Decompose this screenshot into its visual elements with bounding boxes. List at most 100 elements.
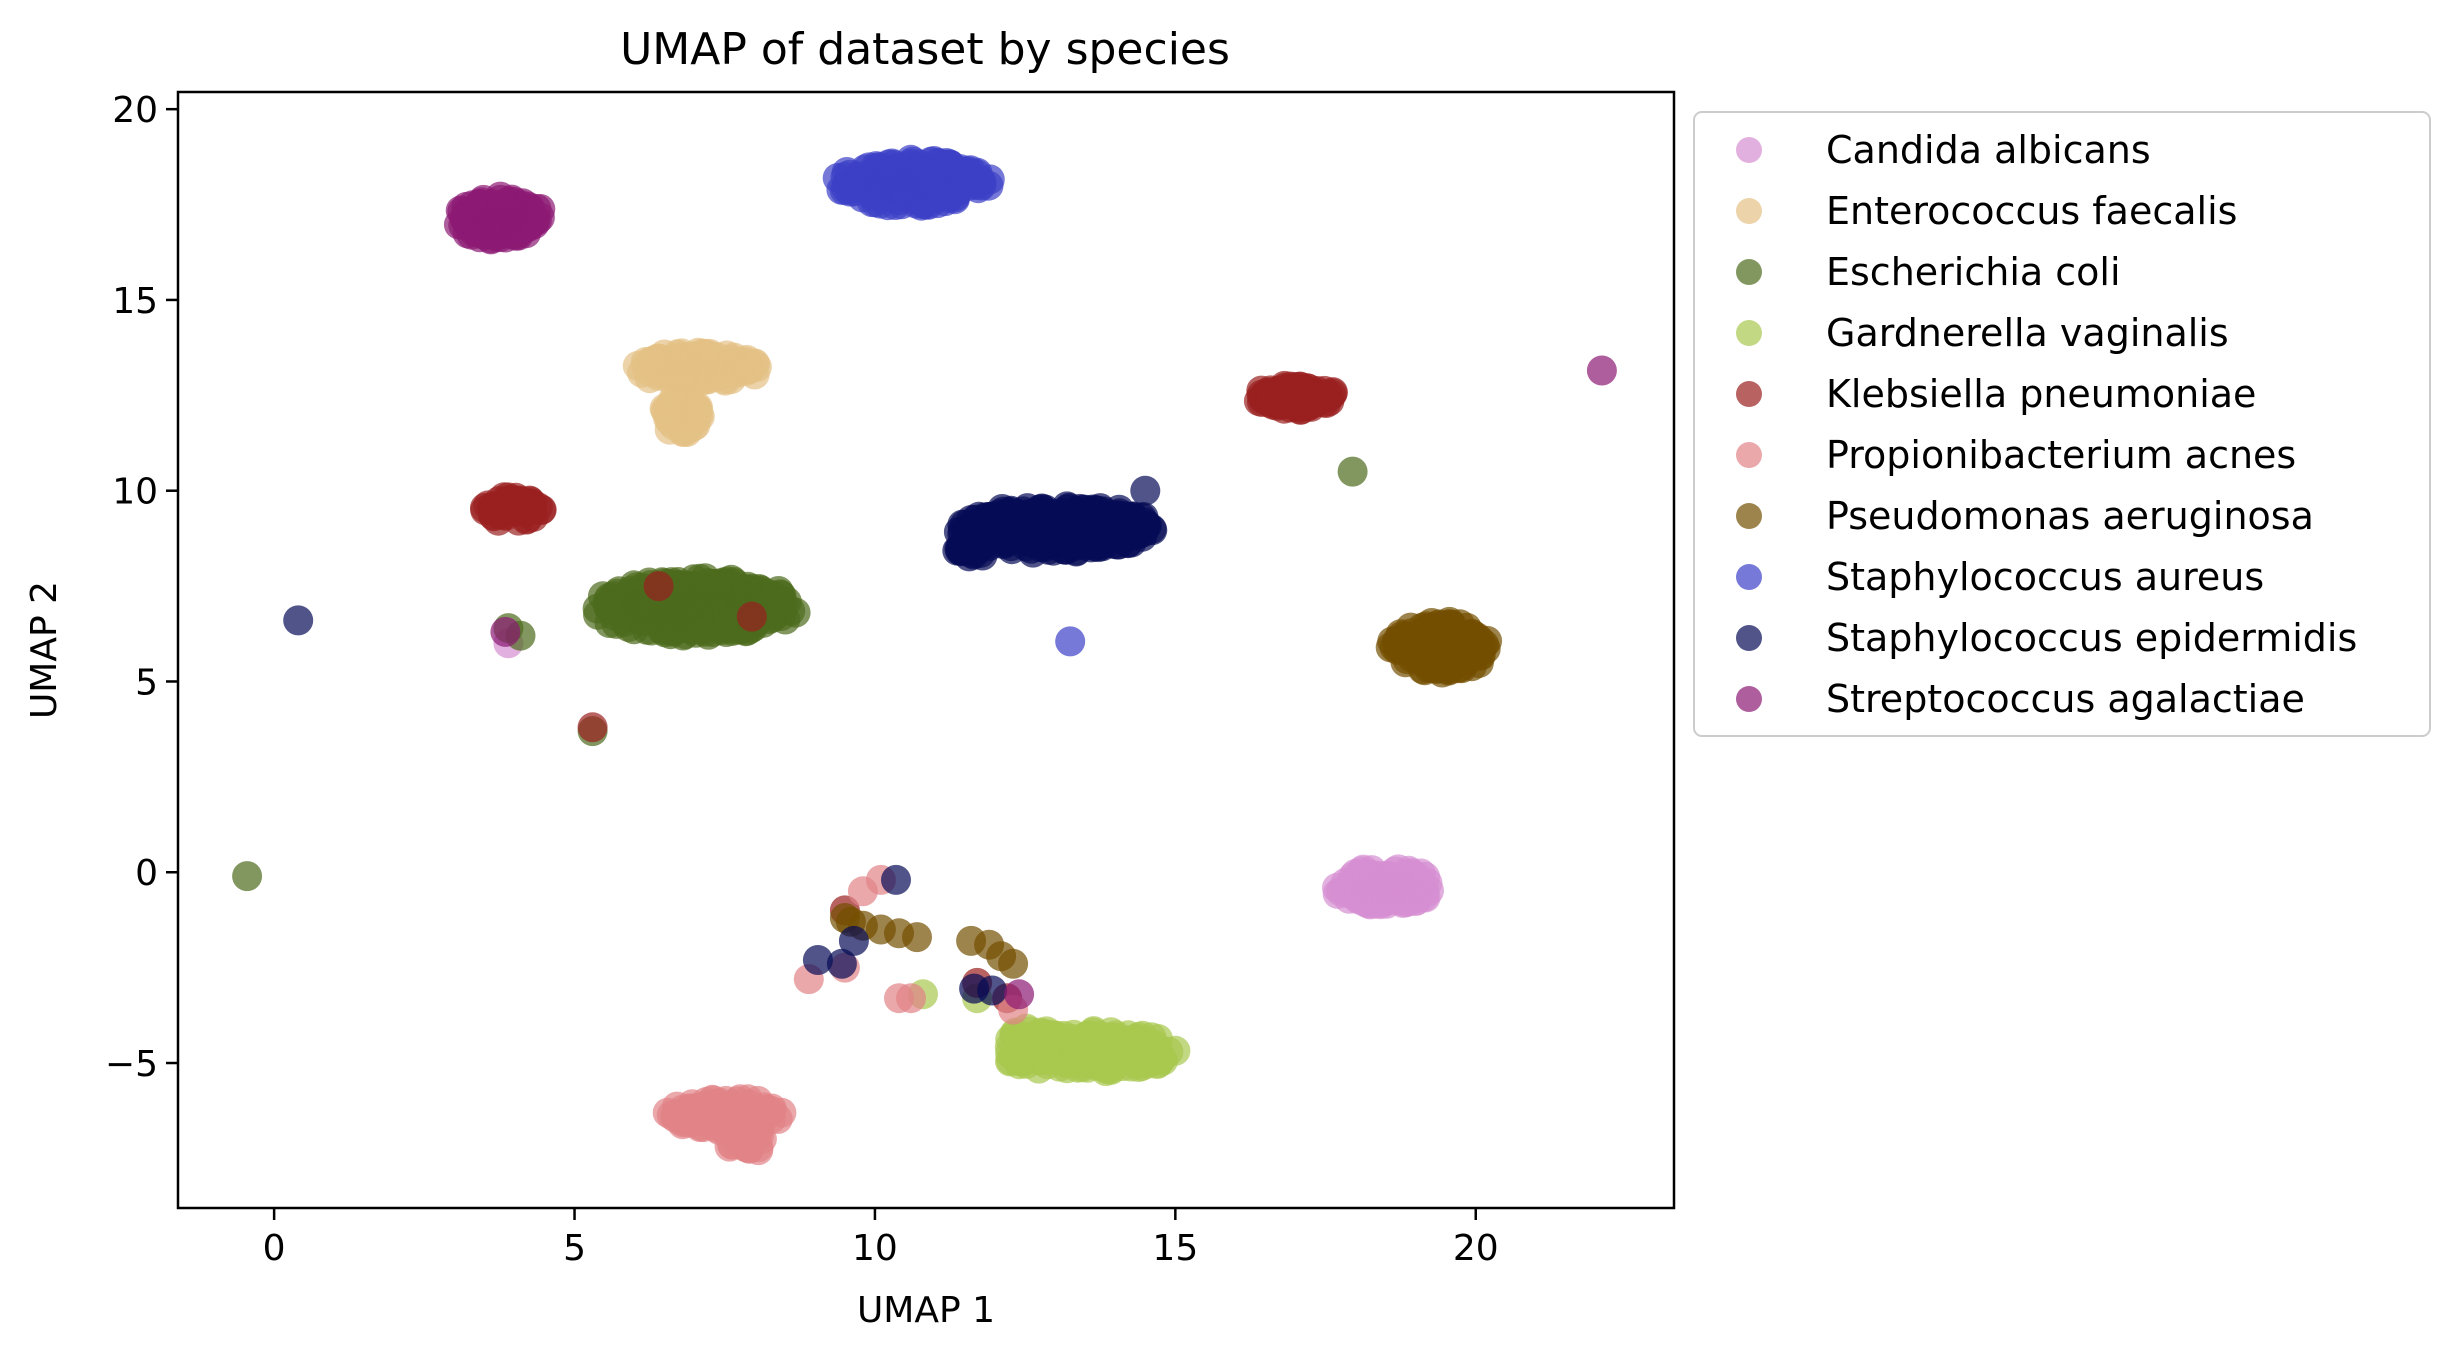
scatter-point — [736, 601, 767, 632]
scatter-point — [696, 568, 727, 599]
scatter-point — [497, 496, 528, 526]
scatter-point — [1004, 979, 1035, 1010]
scatter-point — [502, 219, 533, 250]
scatter-point — [643, 571, 674, 602]
scatter-point — [1031, 1036, 1062, 1067]
series-5 — [652, 864, 1029, 1166]
scatter-marks — [232, 144, 1617, 1166]
y-tick-label: −5 — [105, 1044, 158, 1085]
scatter-point — [915, 178, 946, 209]
plot-frame — [176, 90, 1676, 1210]
x-tick-label: 0 — [263, 1228, 286, 1269]
x-tick-label: 20 — [1453, 1228, 1499, 1269]
scatter-point — [839, 176, 870, 207]
scatter-point — [731, 355, 762, 386]
legend-label: Staphylococcus epidermidis — [1826, 616, 2357, 660]
scatter-point — [829, 903, 860, 933]
scatter-point — [1091, 523, 1122, 553]
scatter-point — [945, 162, 976, 193]
scatter-point — [490, 616, 521, 647]
scatter-point — [838, 925, 869, 956]
series-2 — [232, 456, 1368, 892]
y-tick-label: 15 — [112, 281, 158, 322]
scatter-point — [676, 398, 707, 429]
scatter-point — [232, 861, 263, 892]
legend-marker — [1736, 381, 1762, 407]
scatter-point — [1437, 616, 1468, 647]
legend: Candida albicans Enterococcus faecalis Esc… — [1693, 111, 2431, 737]
scatter-point — [688, 1097, 719, 1128]
scatter-point — [902, 922, 932, 953]
scatter-point — [601, 608, 632, 639]
legend-marker — [1736, 503, 1762, 529]
scatter-point — [1413, 653, 1444, 684]
y-tick-label: 10 — [112, 472, 158, 513]
scatter-point — [896, 983, 926, 1014]
scatter-point — [464, 204, 495, 234]
scatter-point — [881, 864, 911, 895]
chart-title: UMAP of dataset by species — [620, 24, 1230, 75]
y-tick-label: 5 — [135, 662, 158, 703]
legend-marker — [1736, 259, 1762, 285]
legend-marker — [1736, 625, 1762, 651]
scatter-point — [954, 541, 985, 572]
legend-label: Candida albicans — [1826, 128, 2151, 172]
scatter-point — [732, 1109, 763, 1140]
legend-marker — [1736, 564, 1762, 590]
legend-label: Enterococcus faecalis — [1826, 189, 2237, 233]
x-axis-label: UMAP 1 — [857, 1290, 995, 1331]
x-axis: 0 5 10 15 20 — [263, 1208, 1499, 1269]
scatter-point — [1030, 515, 1061, 546]
series-1 — [622, 337, 772, 447]
scatter-point — [629, 593, 660, 624]
legend-frame — [1693, 111, 2431, 737]
scatter-point — [1073, 1044, 1104, 1075]
legend-label: Escherichia coli — [1826, 250, 2121, 294]
scatter-point — [1141, 1041, 1171, 1072]
scatter-point — [882, 170, 913, 201]
legend-marker — [1736, 686, 1762, 712]
legend-label: Propionibacterium acnes — [1826, 433, 2296, 477]
x-tick-label: 15 — [1152, 1228, 1198, 1269]
scatter-point — [652, 1097, 683, 1128]
x-tick-label: 5 — [563, 1228, 586, 1269]
scatter-point — [977, 975, 1008, 1006]
y-tick-label: 20 — [112, 90, 158, 131]
legend-marker — [1736, 442, 1762, 468]
scatter-point — [1586, 355, 1617, 386]
scatter-point — [1000, 1032, 1031, 1063]
scatter-point — [636, 346, 666, 377]
scatter-point — [283, 605, 314, 636]
scatter-point — [668, 346, 699, 377]
legend-label: Gardnerella vaginalis — [1826, 311, 2229, 355]
scatter-point — [1130, 475, 1161, 506]
scatter-point — [998, 948, 1029, 979]
legend-marker — [1736, 198, 1762, 224]
legend-label: Staphylococcus aureus — [1826, 555, 2264, 599]
scatter-point — [1055, 626, 1086, 657]
scatter-point — [1301, 387, 1332, 418]
scatter-point — [653, 403, 683, 434]
scatter-point — [685, 604, 716, 635]
series-9 — [443, 181, 1617, 1010]
scatter-point — [577, 712, 608, 743]
scatter-point — [1360, 888, 1391, 919]
series-3 — [908, 979, 1191, 1087]
scatter-point — [1257, 377, 1288, 407]
series-8 — [283, 475, 1168, 1006]
legend-label: Pseudomonas aeruginosa — [1826, 494, 2314, 538]
scatter-point — [655, 604, 685, 635]
scatter-point — [826, 948, 857, 979]
y-tick-label: 0 — [135, 853, 158, 894]
legend-marker — [1736, 137, 1762, 163]
y-axis-label: UMAP 2 — [24, 581, 65, 719]
x-tick-label: 10 — [852, 1228, 898, 1269]
series-7 — [822, 144, 1086, 657]
series-4 — [470, 370, 1348, 1014]
series-6 — [829, 606, 1503, 979]
legend-marker — [1736, 320, 1762, 346]
scatter-point — [1462, 637, 1493, 668]
scatter-point — [596, 585, 627, 616]
